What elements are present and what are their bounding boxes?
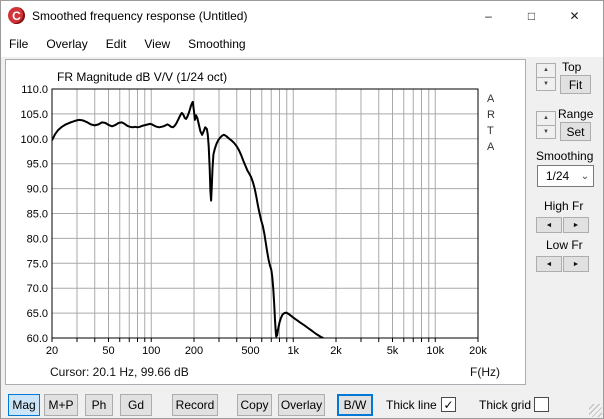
x-tick-label: 500 [241, 345, 259, 357]
menu-view[interactable]: View [144, 37, 171, 51]
arta-logo-letter: C [12, 8, 21, 23]
low-fr-right-button[interactable]: ► [563, 256, 589, 272]
y-tick-label: 105.0 [20, 109, 48, 121]
y-tick-label: 60.0 [27, 333, 48, 345]
menu-overlay[interactable]: Overlay [46, 37, 88, 51]
copy-button[interactable]: Copy [237, 394, 272, 416]
close-icon[interactable]: ✕ [569, 9, 580, 23]
arrow-right-icon: ► [572, 260, 580, 268]
y-tick-label: 70.0 [27, 283, 48, 295]
fr-curve [52, 100, 325, 338]
thick-line-label: Thick line [386, 398, 437, 412]
resize-grip[interactable] [589, 404, 602, 417]
range-spin-down-icon[interactable]: ▼ [537, 125, 555, 138]
high-fr-left-button[interactable]: ◄ [536, 217, 562, 233]
y-tick-label: 65.0 [27, 308, 48, 320]
overlay-button[interactable]: Overlay [278, 394, 325, 416]
smoothing-label: Smoothing [536, 149, 594, 163]
smoothing-value: 1/24 [545, 169, 570, 183]
top-spinner: ▲ ▼ [536, 63, 556, 91]
x-axis-unit-label: F(Hz) [470, 365, 500, 379]
y-tick-label: 85.0 [27, 209, 48, 221]
arta-app-icon: C [8, 7, 25, 24]
maximize-icon[interactable]: □ [527, 9, 536, 23]
bw-button[interactable]: B/W [337, 394, 373, 416]
chart-panel: 60.0 65.0 70.0 75.0 80.0 85.0 90.0 95.0 100.0 105… [5, 59, 526, 385]
y-tick-label: 100.0 [20, 134, 48, 146]
menu-smoothing[interactable]: Smoothing [188, 37, 246, 51]
arrow-left-icon: ◄ [545, 260, 553, 268]
plot-frame [51, 88, 479, 339]
set-button[interactable]: Set [560, 122, 591, 141]
arta-watermark-letter: T [487, 125, 494, 137]
y-tick-label: 90.0 [27, 184, 48, 196]
record-button[interactable]: Record [172, 394, 218, 416]
check-icon: ✓ [443, 397, 454, 412]
fit-button[interactable]: Fit [560, 75, 591, 94]
arta-watermark-letter: A [487, 141, 495, 153]
y-tick-label: 110.0 [21, 84, 48, 96]
x-tick-label: 50 [102, 345, 114, 357]
high-fr-right-button[interactable]: ► [563, 217, 589, 233]
y-tick-label: 75.0 [27, 258, 48, 270]
range-label: Range [558, 107, 594, 121]
title-bar: C Smoothed frequency response (Untitled)… [1, 1, 603, 31]
x-tick-label: 2k [330, 345, 342, 357]
menu-edit[interactable]: Edit [105, 37, 127, 51]
plot-title: FR Magnitude dB V/V (1/24 oct) [57, 70, 227, 84]
menu-file[interactable]: File [9, 37, 29, 51]
range-spinner: ▲ ▼ [536, 111, 556, 139]
window-title: Smoothed frequency response (Untitled) [32, 9, 248, 23]
arrow-right-icon: ► [572, 221, 580, 229]
x-tick-label: 20k [469, 345, 487, 357]
range-spin-up-icon[interactable]: ▲ [537, 112, 555, 126]
arta-watermark-letter: R [487, 109, 495, 121]
plot-border [51, 88, 479, 339]
y-tick-label: 95.0 [27, 159, 48, 171]
thick-line-checkbox[interactable]: ✓ [441, 397, 456, 412]
menu-bar: File Overlay Edit View Smoothing [1, 31, 603, 57]
x-tick-label: 10k [426, 345, 444, 357]
x-tick-label: 100 [142, 345, 160, 357]
top-label: Top [562, 60, 582, 74]
thick-grid-checkbox[interactable] [534, 397, 549, 412]
x-tick-label: 5k [387, 345, 399, 357]
x-tick-label: 200 [185, 345, 203, 357]
low-fr-left-button[interactable]: ◄ [536, 256, 562, 272]
x-tick-label: 1k [287, 345, 299, 357]
arrow-left-icon: ◄ [545, 221, 553, 229]
mag-button[interactable]: Mag [8, 394, 40, 416]
ph-button[interactable]: Ph [85, 394, 113, 416]
top-spin-down-icon[interactable]: ▼ [537, 77, 555, 90]
cursor-readout: Cursor: 20.1 Hz, 99.66 dB [50, 365, 189, 379]
minimize-icon[interactable]: – [485, 9, 492, 23]
gd-button[interactable]: Gd [120, 394, 152, 416]
axis-tick-labels: 60.0 65.0 70.0 75.0 80.0 85.0 90.0 95.0 100.0 105… [20, 84, 487, 357]
x-tick-label: 20 [46, 345, 58, 357]
smoothing-dropdown[interactable]: 1/24 ⌄ [537, 165, 594, 187]
thick-grid-label: Thick grid [479, 398, 532, 412]
window-controls: – □ ✕ [467, 1, 596, 31]
high-fr-label: High Fr [544, 199, 584, 213]
plot-grid [51, 89, 479, 342]
low-fr-label: Low Fr [546, 238, 583, 252]
chevron-down-icon: ⌄ [580, 170, 590, 182]
y-tick-label: 80.0 [27, 233, 48, 245]
m-plus-p-button[interactable]: M+P [44, 394, 78, 416]
top-spin-up-icon[interactable]: ▲ [537, 64, 555, 78]
arta-watermark-letter: A [487, 93, 495, 105]
fr-magnitude-plot[interactable]: 60.0 65.0 70.0 75.0 80.0 85.0 90.0 95.0 100.0 105… [6, 60, 525, 384]
